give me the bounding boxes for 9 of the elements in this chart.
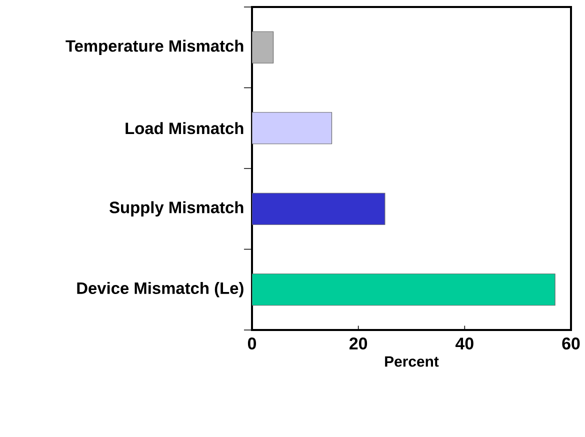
x-axis-title: Percent [385, 356, 439, 367]
x-tick-label: 0 [248, 338, 256, 350]
x-tick-label: 20 [350, 338, 368, 350]
y-tick-label: Device Mismatch (Le) [77, 282, 244, 298]
y-tick-label: Load Mismatch [126, 122, 244, 134]
y-tick-label: Temperature Mismatch [66, 40, 244, 56]
x-tick-label: 40 [455, 338, 474, 350]
y-tick-label: Supply Mismatch [110, 201, 244, 217]
x-tick-label: 60 [562, 338, 580, 350]
